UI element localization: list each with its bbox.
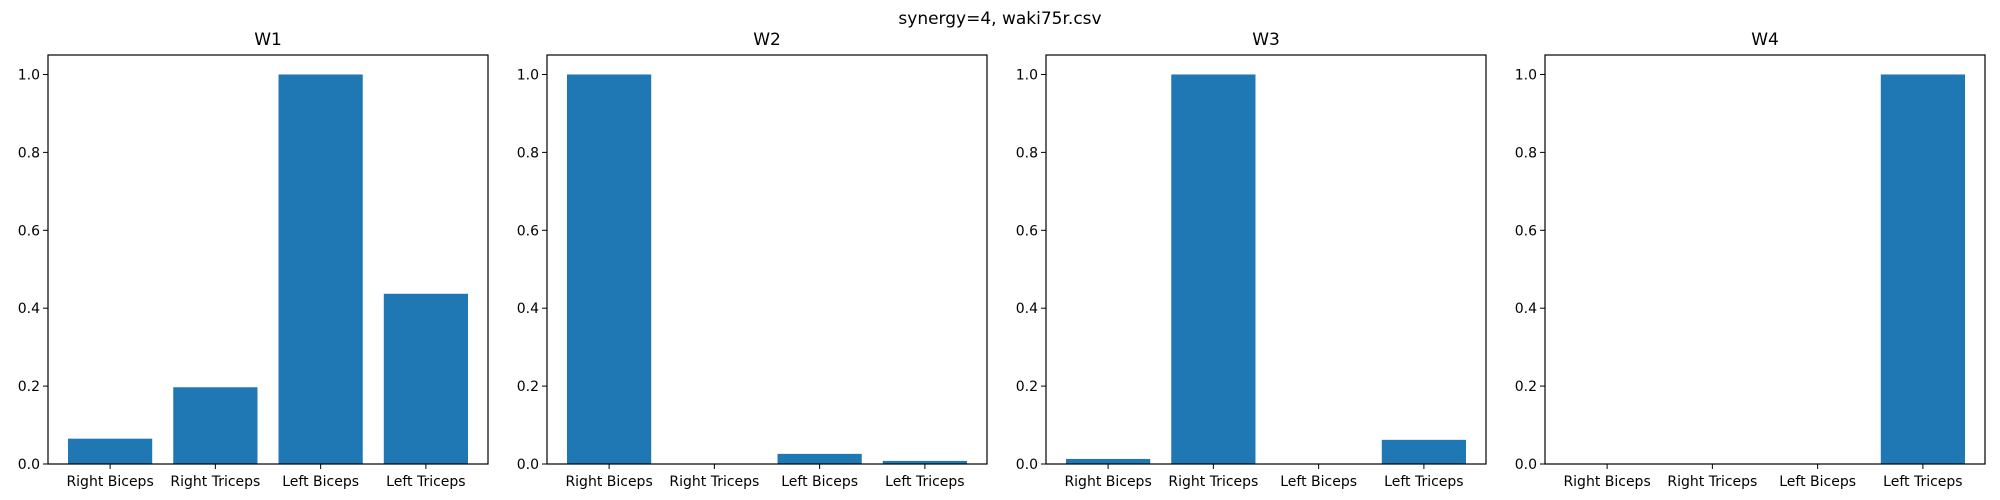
subplot-title: W3 [1252,30,1280,50]
y-tick-label: 0.8 [1515,145,1537,161]
x-tick-label: Right Triceps [669,474,759,490]
x-tick-label: Left Triceps [386,474,465,490]
y-tick-label: 0.0 [517,457,539,473]
x-tick-label: Right Triceps [1168,474,1258,490]
y-tick-label: 1.0 [1515,67,1537,83]
subplot-grid: W1 0.0 0.2 0.4 0.6 0.8 1.0 Right Biceps Right Tr… [18,30,1986,490]
y-tick-label: 0.0 [1515,457,1537,473]
y-tick-label: 1.0 [18,67,40,83]
y-tick-label: 0.4 [18,301,40,317]
bar-3-2 [1171,74,1256,464]
bar-1-2 [173,387,258,464]
x-tick-label: Left Biceps [282,474,359,490]
bar-3-4 [1381,439,1466,464]
y-tick-label: 0.6 [1016,223,1038,239]
x-tick-label: Right Biceps [1563,474,1650,490]
y-tick-label: 0.4 [1016,301,1038,317]
y-tick-label: 0.6 [1515,223,1537,239]
y-tick-label: 0.0 [18,457,40,473]
x-tick-label: Right Triceps [1667,474,1757,490]
bar-1-3 [278,74,363,464]
x-tick-label: Right Biceps [1064,474,1151,490]
x-tick-label: Left Triceps [885,474,964,490]
subplot-title: W1 [254,30,282,50]
y-tick-label: 0.6 [517,223,539,239]
bar-1-4 [383,293,468,464]
subplot-w4: W4 0.0 0.2 0.4 0.6 0.8 1.0 Right Biceps Right Tr… [1515,30,1986,490]
subplot-w3: W3 0.0 0.2 0.4 0.6 0.8 1.0 Right Biceps Right Tr… [1016,30,1487,490]
x-tick-label: Left Triceps [1384,474,1463,490]
bar-1-1 [68,438,153,464]
x-tick-label: Left Biceps [781,474,858,490]
axes-frame [1544,54,1986,465]
y-tick-label: 0.2 [1016,379,1038,395]
bar-2-1 [567,74,652,464]
bar-2-4 [882,460,967,464]
x-tick-label: Right Triceps [170,474,260,490]
x-tick-label: Left Triceps [1883,474,1962,490]
y-tick-label: 0.2 [1515,379,1537,395]
y-tick-label: 0.2 [517,379,539,395]
y-tick-label: 0.6 [18,223,40,239]
subplot-w2: W2 0.0 0.2 0.4 0.6 0.8 1.0 Right Biceps Right Tr… [517,30,988,490]
bar-3-1 [1066,458,1151,464]
x-tick-label: Left Biceps [1280,474,1357,490]
x-tick-label: Left Biceps [1779,474,1856,490]
y-tick-label: 0.4 [1515,301,1537,317]
axes-frame [546,54,988,465]
axes-frame [47,54,489,465]
subplot-w1: W1 0.0 0.2 0.4 0.6 0.8 1.0 Right Biceps Right Tr… [18,30,489,490]
y-tick-label: 0.8 [1016,145,1038,161]
y-tick-label: 1.0 [517,67,539,83]
x-tick-label: Right Biceps [565,474,652,490]
y-tick-label: 0.8 [18,145,40,161]
axes-frame [1045,54,1487,465]
subplot-title: W2 [753,30,781,50]
subplot-title: W4 [1751,30,1779,50]
bar-4-4 [1880,74,1965,464]
y-tick-label: 1.0 [1016,67,1038,83]
y-tick-label: 0.2 [18,379,40,395]
y-tick-label: 0.0 [1016,457,1038,473]
y-tick-label: 0.4 [517,301,539,317]
x-tick-label: Right Biceps [66,474,153,490]
bar-2-3 [777,453,862,464]
y-tick-label: 0.8 [517,145,539,161]
figure-suptitle: synergy=4, waki75r.csv [898,9,1101,29]
